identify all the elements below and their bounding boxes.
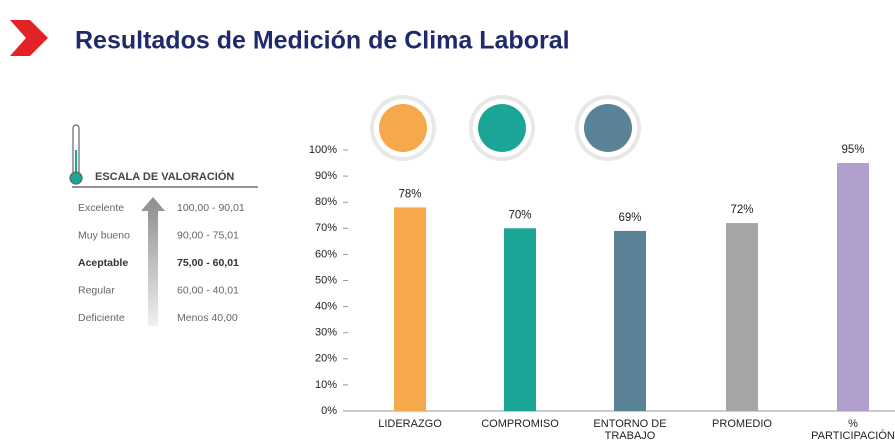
value-label: 95% — [841, 144, 864, 156]
chevron — [10, 20, 48, 56]
y-tick-label: 10% — [315, 379, 337, 391]
bar — [837, 163, 869, 411]
value-label: 70% — [508, 209, 531, 221]
scale-label: Excelente — [78, 202, 124, 214]
bar — [614, 230, 646, 411]
x-tick-label: % PARTICIPACIÓN — [811, 418, 895, 442]
x-tick-label: COMPROMISO — [481, 418, 559, 430]
y-tick-label: 40% — [315, 301, 337, 313]
slide-title: Resultados de Medición de Clima Laboral — [75, 27, 570, 55]
bar — [726, 223, 758, 411]
value-label: 78% — [398, 188, 421, 200]
y-tick-label: 0% — [321, 405, 337, 417]
scale-title: ESCALA DE VALORACIÓN — [95, 170, 234, 183]
y-tick-label: 20% — [315, 353, 337, 365]
y-tick-label: 50% — [315, 274, 337, 286]
y-tick-label: 70% — [315, 222, 337, 234]
scale-range: 75,00 - 60,01 — [177, 257, 239, 269]
scale-range: 60,00 - 40,01 — [177, 284, 239, 296]
y-tick-label: 100% — [309, 144, 337, 156]
scale-label: Deficiente — [78, 312, 125, 324]
scale-label: Muy bueno — [78, 229, 130, 241]
bar — [394, 207, 426, 411]
x-tick-label: PROMEDIO — [712, 418, 772, 430]
value-label: 69% — [618, 212, 641, 224]
y-tick-label: 80% — [315, 196, 337, 208]
bar — [504, 228, 536, 411]
scale-range: 100,00 - 90,01 — [177, 202, 245, 214]
value-label: 72% — [730, 204, 753, 216]
scale-range: 90,00 - 75,01 — [177, 229, 239, 241]
y-tick-label: 60% — [315, 248, 337, 260]
x-tick-label: ENTORNO DE TRABAJO — [593, 418, 667, 442]
scale-label: Regular — [78, 284, 115, 296]
scale-arrow — [141, 197, 165, 326]
icons — [370, 95, 641, 161]
y-tick-label: 30% — [315, 327, 337, 339]
scale-range: Menos 40,00 — [177, 312, 238, 324]
y-tick-label: 90% — [315, 170, 337, 182]
scale-label: Aceptable — [78, 257, 128, 269]
x-tick-label: LIDERAZGO — [378, 418, 442, 430]
thermometer — [69, 124, 83, 185]
